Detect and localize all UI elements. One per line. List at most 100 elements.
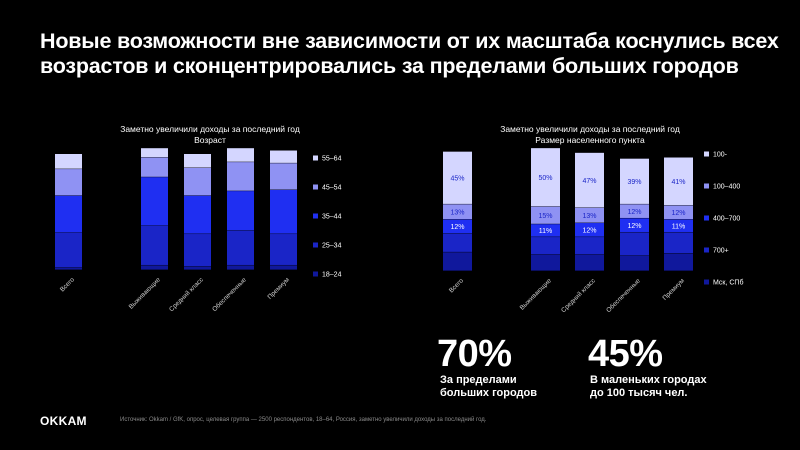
bar-segment xyxy=(575,237,604,255)
bar-segment xyxy=(620,218,649,232)
bar-segment xyxy=(55,267,82,270)
stat-label-small-cities-line-2: до 100 тысяч чел. xyxy=(590,387,688,399)
bar-segment xyxy=(443,219,472,234)
headline: Новые возможности вне зависимости от их … xyxy=(40,29,779,79)
data-label: 15% xyxy=(538,213,552,220)
legend-label: 25–34 xyxy=(322,243,342,250)
bar-segment xyxy=(620,255,649,271)
bar-segment xyxy=(184,195,211,234)
data-label: 39% xyxy=(627,179,641,186)
age-chart-subtitle: Возраст xyxy=(194,135,226,145)
stat-value-outside-big-cities: 70% xyxy=(437,333,512,375)
city-stacked-bar-chart: 12% 13% 45% Всего 11% 15% 50% Выживающие 12% 13% 4… xyxy=(443,148,743,314)
legend-swatch xyxy=(704,151,709,157)
legend-swatch xyxy=(313,242,318,248)
bar-segment xyxy=(443,204,472,220)
category-label: Премиум xyxy=(661,277,686,302)
age-chart-title: Заметно увеличили доходы за последний го… xyxy=(60,124,360,146)
category-label: Всего xyxy=(448,277,465,294)
bar-segment xyxy=(270,163,297,190)
city-chart-subtitle: Размер населенного пункта xyxy=(535,135,645,145)
data-label: 11% xyxy=(672,224,686,231)
legend-swatch xyxy=(313,184,318,190)
category-label: Обеспеченные xyxy=(210,275,248,313)
legend-swatch xyxy=(704,247,709,253)
bar-segment xyxy=(55,195,82,233)
category-label: Выживающие xyxy=(128,276,163,311)
stat-label-small-cities: В маленьких городах до 100 тысяч чел. xyxy=(590,374,707,400)
bar-segment xyxy=(531,254,560,271)
bar-segment xyxy=(141,265,168,270)
age-chart-title-line-1: Заметно увеличили доходы за последний го… xyxy=(120,124,300,134)
data-label: 12% xyxy=(671,210,685,217)
stat-value-small-cities: 45% xyxy=(588,333,663,375)
bar-segment xyxy=(227,265,254,270)
legend-swatch xyxy=(313,213,318,219)
category-label: Средний класс xyxy=(167,275,205,313)
bar-segment xyxy=(664,157,693,206)
data-label: 11% xyxy=(539,228,553,235)
legend-swatch xyxy=(704,183,709,189)
bar-segment xyxy=(55,154,82,169)
headline-line-1: Новые возможности вне зависимости от их … xyxy=(40,29,779,53)
bar-segment xyxy=(184,167,211,196)
legend-swatch xyxy=(313,271,318,277)
bar-segment xyxy=(443,151,472,204)
bar-segment xyxy=(664,253,693,271)
category-label: Выживающие xyxy=(519,277,554,312)
bar-segment xyxy=(575,223,604,237)
stat-label-outside-big-cities-line-1: За пределами xyxy=(440,374,517,386)
legend-swatch xyxy=(704,215,709,221)
bar-segment xyxy=(270,150,297,163)
bar-segment xyxy=(270,234,297,265)
bar-segment xyxy=(664,232,693,254)
category-label: Всего xyxy=(59,276,76,293)
data-label: 13% xyxy=(450,210,464,217)
legend-label: 400–700 xyxy=(713,216,740,223)
legend-swatch xyxy=(313,155,318,161)
data-label: 12% xyxy=(582,228,596,235)
bar-segment xyxy=(184,234,211,267)
bar-segment xyxy=(227,230,254,265)
bar-segment xyxy=(531,148,560,207)
bar-segment xyxy=(575,254,604,271)
data-label: 50% xyxy=(538,175,552,182)
bar-segment xyxy=(270,189,297,234)
stat-label-outside-big-cities-line-2: больших городов xyxy=(440,387,538,399)
bar-segment xyxy=(227,148,254,162)
bar-segment xyxy=(620,204,649,218)
stat-label-small-cities-line-1: В маленьких городах xyxy=(590,374,707,386)
legend-label: 100–400 xyxy=(713,184,740,191)
bar-segment xyxy=(443,233,472,252)
bar-segment xyxy=(141,177,168,226)
legend-swatch xyxy=(704,279,709,285)
bar-segment xyxy=(664,219,693,232)
legend-label: 35–44 xyxy=(322,214,342,221)
source-footnote: Источник: Okkam / GfK, опрос, целевая гр… xyxy=(120,417,487,423)
bar-segment xyxy=(55,232,82,268)
bar-segment xyxy=(141,157,168,177)
city-chart-title: Заметно увеличили доходы за последний го… xyxy=(440,124,740,146)
bar-segment xyxy=(184,266,211,270)
okkam-logo: OKKAM xyxy=(40,414,87,428)
data-label: 12% xyxy=(450,224,464,231)
headline-line-2: возрастов и сконцентрировались за предел… xyxy=(40,54,739,78)
category-label: Обеспеченные xyxy=(604,276,642,314)
bar-segment xyxy=(575,152,604,208)
bar-segment xyxy=(664,205,693,220)
legend-label: 45–54 xyxy=(322,185,342,192)
data-label: 12% xyxy=(627,209,641,216)
city-chart-title-line-1: Заметно увеличили доходы за последний го… xyxy=(500,124,680,134)
data-label: 13% xyxy=(582,213,596,220)
data-label: 47% xyxy=(582,178,596,185)
bar-segment xyxy=(531,206,560,224)
legend-label: 55–64 xyxy=(322,156,342,163)
bar-segment xyxy=(620,158,649,204)
bar-segment xyxy=(227,162,254,191)
bar-segment xyxy=(270,265,297,270)
bar-segment xyxy=(141,225,168,265)
category-label: Средний класс xyxy=(559,276,597,314)
bar-segment xyxy=(575,207,604,223)
bar-segment xyxy=(227,191,254,231)
legend-label: Мск, СПб xyxy=(713,279,743,287)
